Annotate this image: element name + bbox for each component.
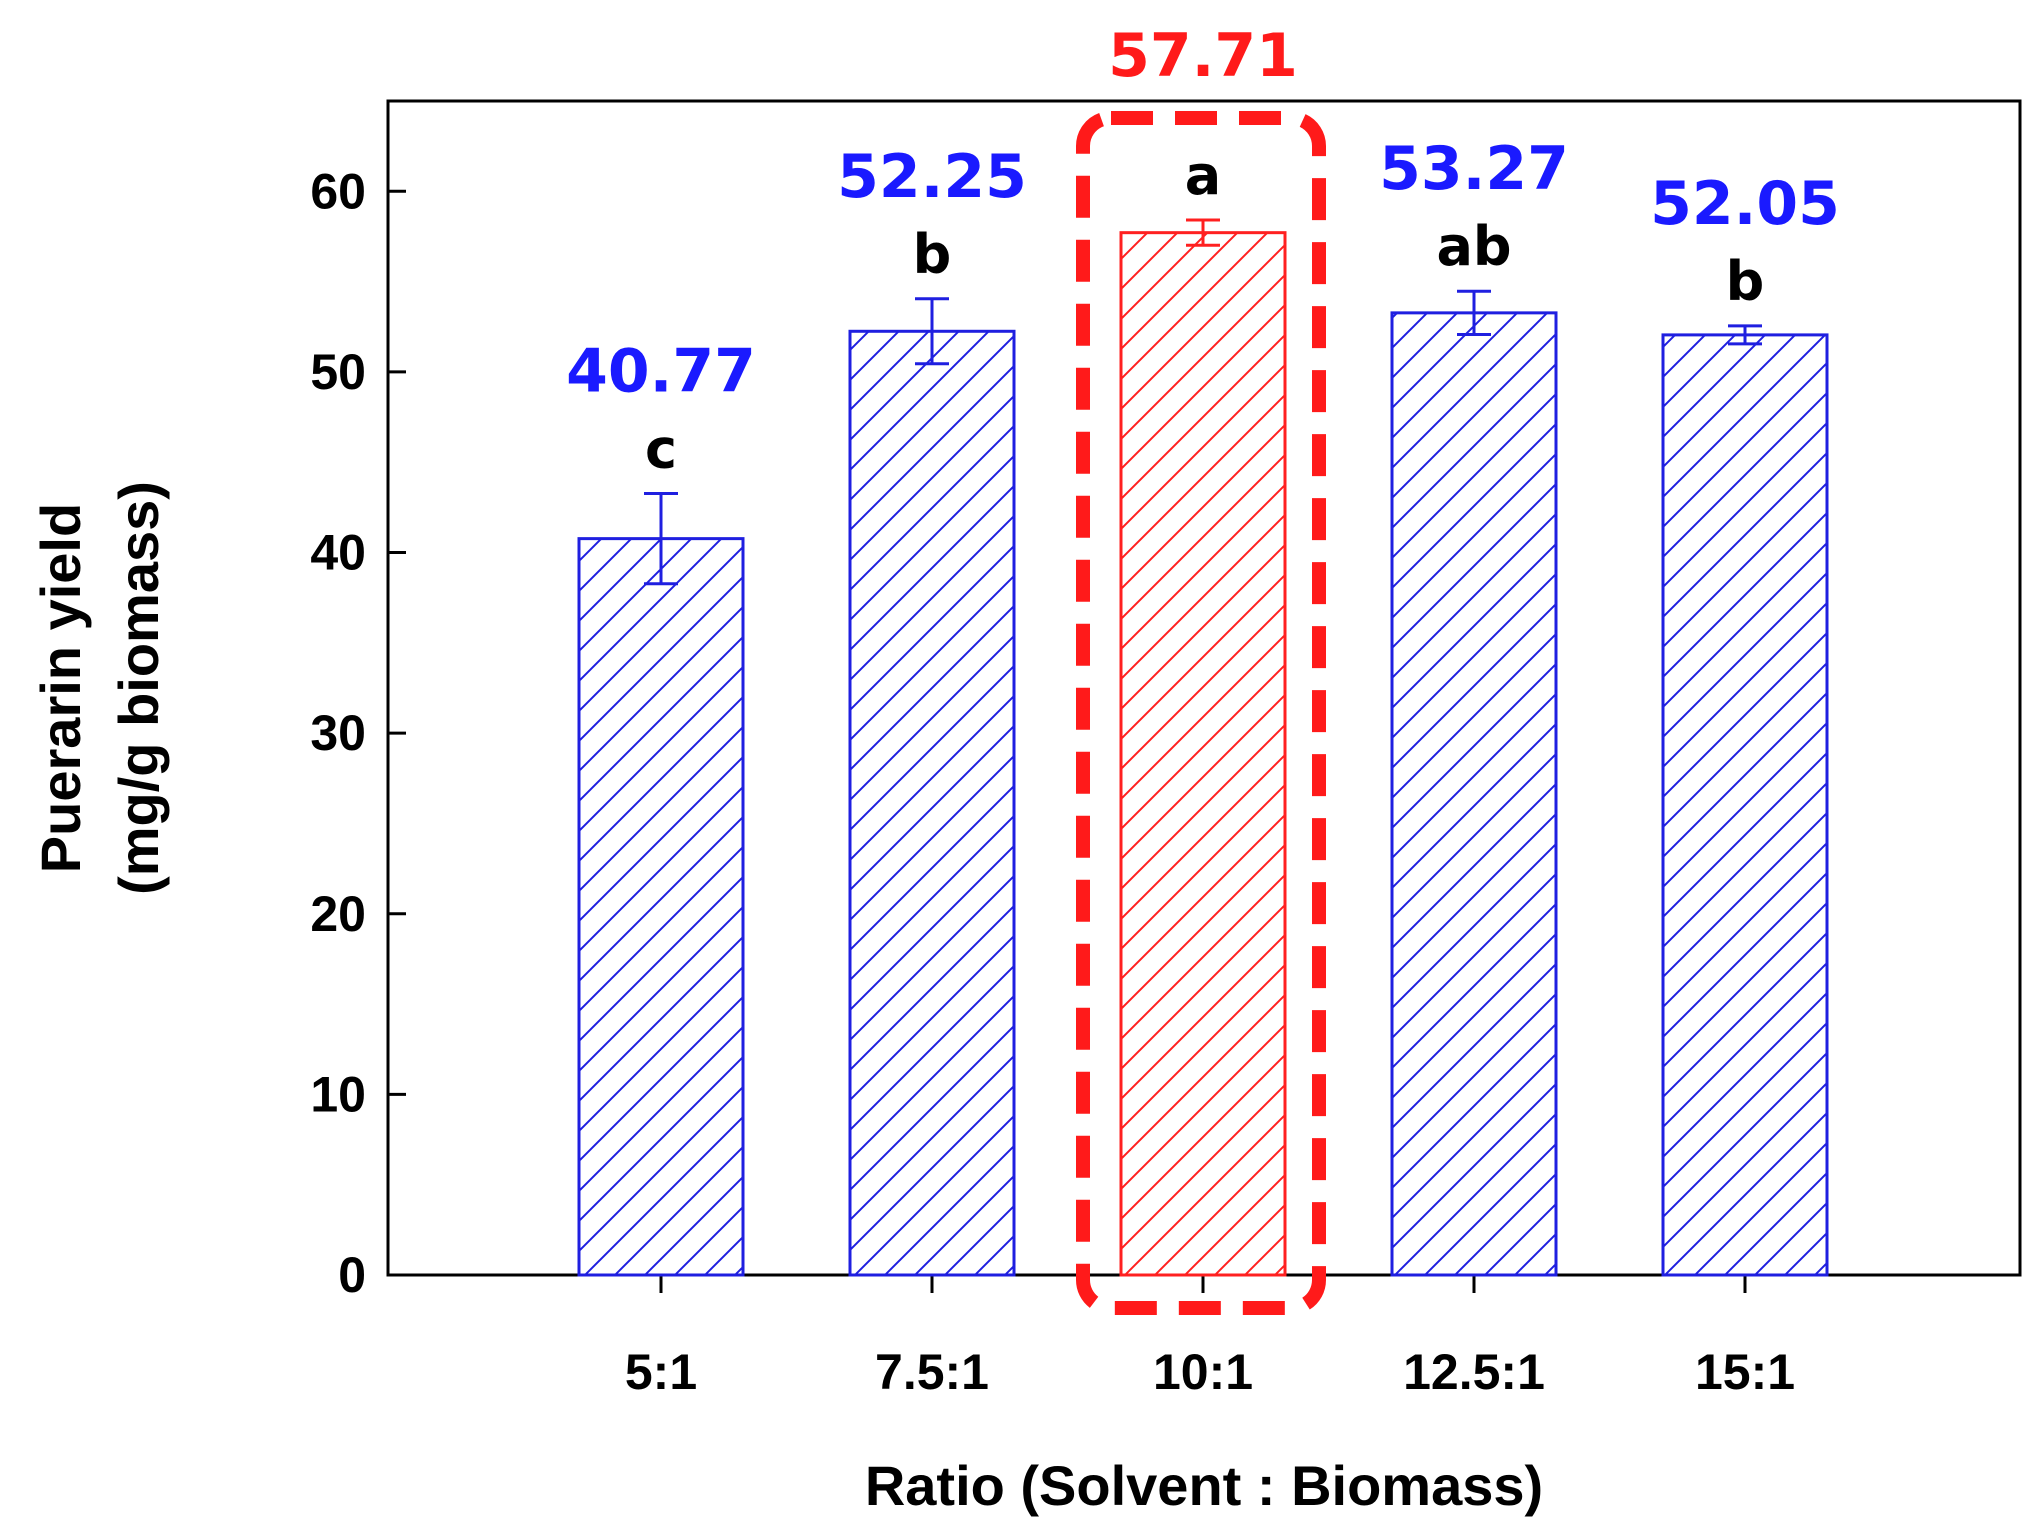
y-tick-label: 20 — [310, 886, 366, 942]
x-axis: 5:1 7.5:1 10:1 12.5:1 15:1 — [625, 1275, 1795, 1400]
highlight-box — [1076, 111, 1326, 1315]
data-label: 52.25 — [837, 142, 1027, 212]
data-label: 52.05 — [1650, 169, 1840, 239]
y-tick-label: 10 — [310, 1066, 366, 1122]
data-label: 53.27 — [1379, 134, 1569, 204]
x-tick-label: 15:1 — [1695, 1344, 1795, 1400]
bar — [848, 329, 1016, 1277]
x-tick-label: 5:1 — [625, 1344, 697, 1400]
bar-labels: c 40.77 b 52.25 a 57.71 ab 53.27 b 52.05 — [566, 21, 1840, 480]
significance-letter: b — [913, 223, 952, 286]
significance-letter: c — [645, 417, 677, 480]
data-label: 57.71 — [1108, 21, 1298, 91]
significance-letter: ab — [1436, 215, 1511, 278]
y-tick-label: 0 — [338, 1247, 366, 1303]
y-tick-label: 60 — [310, 163, 366, 219]
y-tick-label: 50 — [310, 344, 366, 400]
bars — [577, 231, 1829, 1277]
y-axis-title-line1: Puerarin yield — [29, 503, 92, 873]
significance-letter: a — [1185, 144, 1221, 207]
bar — [1661, 333, 1829, 1277]
bar — [1390, 311, 1558, 1277]
y-axis: 0 10 20 30 40 50 60 — [310, 163, 406, 1303]
x-axis-title: Ratio (Solvent : Biomass) — [865, 1454, 1543, 1517]
y-axis-title-line2: (mg/g biomass) — [107, 481, 170, 895]
x-tick-label: 10:1 — [1153, 1344, 1253, 1400]
bar — [577, 537, 745, 1277]
y-axis-title: Puerarin yield (mg/g biomass) — [29, 481, 170, 895]
significance-letter: b — [1726, 250, 1765, 313]
y-tick-label: 40 — [310, 525, 366, 581]
x-tick-label: 12.5:1 — [1403, 1344, 1545, 1400]
bar — [1119, 231, 1287, 1277]
error-bars — [644, 218, 1762, 586]
y-tick-label: 30 — [310, 705, 366, 761]
data-label: 40.77 — [566, 336, 756, 406]
x-tick-label: 7.5:1 — [875, 1344, 989, 1400]
